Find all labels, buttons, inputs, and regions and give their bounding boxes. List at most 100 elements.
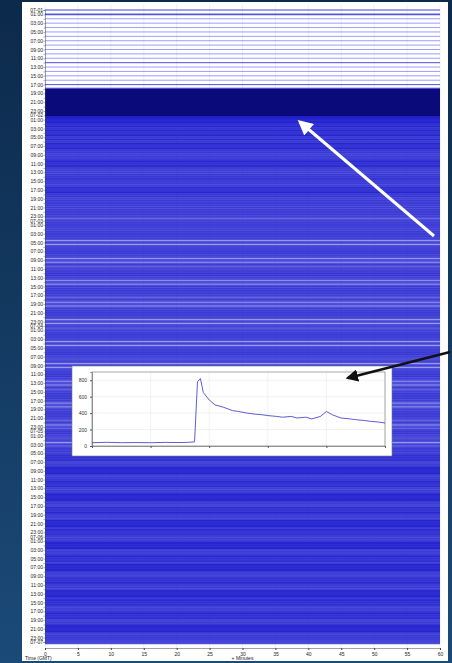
tick-mark: [44, 537, 46, 538]
tick-label: 13:00: [30, 485, 43, 491]
tick-mark: [44, 120, 46, 121]
tick: [44, 89, 46, 90]
tick: [44, 607, 46, 608]
axis-line: [93, 447, 386, 449]
trace-activity: [45, 200, 440, 205]
tick: 40: [306, 648, 312, 657]
trace-activity: [45, 346, 440, 351]
tick-mark: [44, 361, 46, 362]
tick: 15: [141, 648, 147, 657]
tick: 5: [77, 648, 80, 657]
trace-activity: [45, 302, 440, 306]
tick-mark: [44, 45, 46, 46]
trace-baseline: [45, 23, 440, 24]
tick-mark: [209, 446, 210, 448]
trace-activity: [45, 320, 440, 324]
trace-activity: [45, 324, 440, 329]
tick-mark: [44, 431, 46, 432]
trace-activity: [45, 271, 440, 276]
tick-label: 5: [77, 651, 80, 657]
trace-activity: [45, 297, 440, 302]
tick-label: 05:00: [30, 29, 43, 35]
trace-activity: [45, 214, 440, 219]
tick-label: 09:00: [30, 468, 43, 474]
tick-label: 03:00: [30, 442, 43, 448]
tick: 03:00: [30, 442, 45, 448]
trace-activity: [45, 218, 440, 223]
tick: 05:00: [30, 134, 45, 140]
tick: 19:00: [30, 196, 45, 202]
tick-mark: [44, 36, 46, 37]
tick-mark: [44, 89, 46, 90]
tick: [44, 396, 46, 397]
tick-mark: [44, 225, 46, 226]
tick-mark: [44, 620, 46, 621]
tick-mark: [90, 413, 92, 414]
tick: 25: [207, 648, 213, 657]
tick-mark: [44, 524, 46, 525]
tick-mark: [44, 427, 46, 428]
tick: [44, 107, 46, 108]
tick: [44, 519, 46, 520]
tick-mark: [44, 208, 46, 209]
tick-label: 09:00: [30, 363, 43, 369]
tick: [44, 54, 46, 55]
trace-baseline: [45, 80, 440, 81]
tick-mark: [44, 300, 46, 301]
tick-label: 03:00: [30, 126, 43, 132]
trace-activity: [45, 640, 440, 645]
tick: 55: [405, 648, 411, 657]
tick: 03:00: [30, 20, 45, 26]
tick-label: 13:00: [30, 169, 43, 175]
tick-mark: [44, 436, 46, 437]
tick-mark: [44, 352, 46, 353]
inset-y-axis: 0200400600800: [79, 373, 93, 450]
tick-mark: [44, 107, 46, 108]
tick-mark: [44, 10, 46, 11]
tick-label: 07:00: [30, 459, 43, 465]
tick: [44, 387, 46, 388]
tick-label: 07:00: [30, 248, 43, 254]
trace-activity: [45, 262, 440, 267]
trace-activity: [45, 227, 440, 232]
tick: 13:00: [30, 485, 45, 491]
tick-mark: [44, 585, 46, 586]
tick-mark: [385, 446, 386, 448]
tick: [44, 379, 46, 380]
tick-mark: [44, 466, 46, 467]
tick: 09:00: [30, 47, 45, 53]
tick-mark: [44, 488, 46, 489]
tick: [44, 545, 46, 546]
tick-mark: [92, 446, 93, 448]
tick-mark: [44, 216, 46, 217]
tick-label: 21:00: [30, 99, 43, 105]
tick: [151, 446, 152, 448]
tick-label: 05:00: [30, 345, 43, 351]
tick-label: 07:00: [30, 143, 43, 149]
trace-baseline: [45, 75, 440, 76]
tick-label: 19:00: [30, 196, 43, 202]
tick-mark: [44, 111, 46, 112]
tick-mark: [44, 611, 46, 612]
tick: 15:00: [30, 284, 45, 290]
tick-mark: [44, 624, 46, 625]
tick-label: 05:00: [30, 134, 43, 140]
tick: 03:00: [30, 231, 45, 237]
tick-mark: [44, 554, 46, 555]
tick: [326, 446, 327, 448]
tick-mark: [44, 67, 46, 68]
tick: 21:00: [30, 310, 45, 316]
tick-mark: [44, 607, 46, 608]
tick: [44, 247, 46, 248]
tick-mark: [44, 418, 46, 419]
tick: [268, 446, 269, 448]
trace-activity: [45, 631, 440, 636]
tick: [44, 554, 46, 555]
tick-mark: [44, 172, 46, 173]
tick: [44, 168, 46, 169]
tick: 10: [109, 648, 115, 657]
tick-mark: [44, 445, 46, 446]
tick: 21:00: [30, 205, 45, 211]
tick-mark: [44, 594, 46, 595]
tick-mark: [44, 405, 46, 406]
